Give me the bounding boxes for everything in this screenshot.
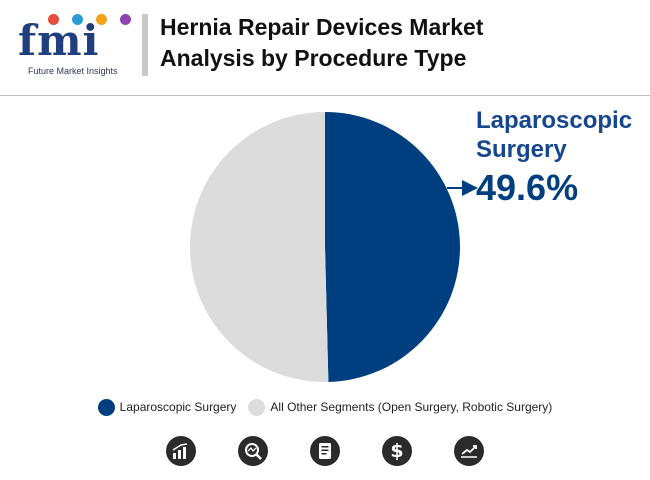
page-title: Hernia Repair Devices Market Analysis by… [160, 12, 560, 74]
footer-icons: $ [0, 436, 650, 468]
title-line-1: Hernia Repair Devices Market [160, 14, 484, 40]
header: fmi Future Market Insights Hernia Repair… [0, 0, 650, 95]
growth-chart-icon[interactable] [166, 436, 196, 466]
callout: Laparoscopic Surgery 49.6% [476, 106, 646, 208]
callout-label: Laparoscopic Surgery [476, 107, 633, 163]
legend-label-other: All Other Segments (Open Surgery, Roboti… [270, 400, 553, 414]
legend-item-laparoscopic[interactable]: Laparoscopic Surgery [97, 398, 237, 416]
header-divider [0, 95, 650, 96]
trend-line-icon[interactable] [454, 436, 484, 466]
report-document-icon[interactable] [310, 436, 340, 466]
legend-swatch-other [248, 398, 266, 416]
title-line-2: Analysis by Procedure Type [160, 45, 467, 71]
callout-value: 49.6% [476, 167, 579, 208]
magnifier-chart-icon[interactable] [238, 436, 268, 466]
title-accent-bar [142, 14, 148, 76]
pie-slice-laparoscopic[interactable] [325, 112, 460, 382]
logo-dot-red [48, 14, 59, 25]
logo-subtitle: Future Market Insights [28, 66, 118, 76]
dollar-icon[interactable]: $ [382, 436, 412, 466]
fmi-logo[interactable]: fmi Future Market Insights [14, 12, 134, 78]
logo-dots [48, 14, 148, 28]
logo-dot-orange [96, 14, 107, 25]
legend-item-other[interactable]: All Other Segments (Open Surgery, Roboti… [248, 398, 553, 416]
logo-wordmark: fmi [18, 16, 100, 65]
logo-dot-purple [120, 14, 131, 25]
legend-label-laparoscopic: Laparoscopic Surgery [119, 400, 237, 414]
legend-swatch-laparoscopic [97, 398, 115, 416]
logo-dot-blue [72, 14, 83, 25]
legend: Laparoscopic Surgery All Other Segments … [0, 396, 650, 418]
pie-chart [189, 112, 478, 382]
pie-slice-other[interactable] [189, 112, 329, 382]
